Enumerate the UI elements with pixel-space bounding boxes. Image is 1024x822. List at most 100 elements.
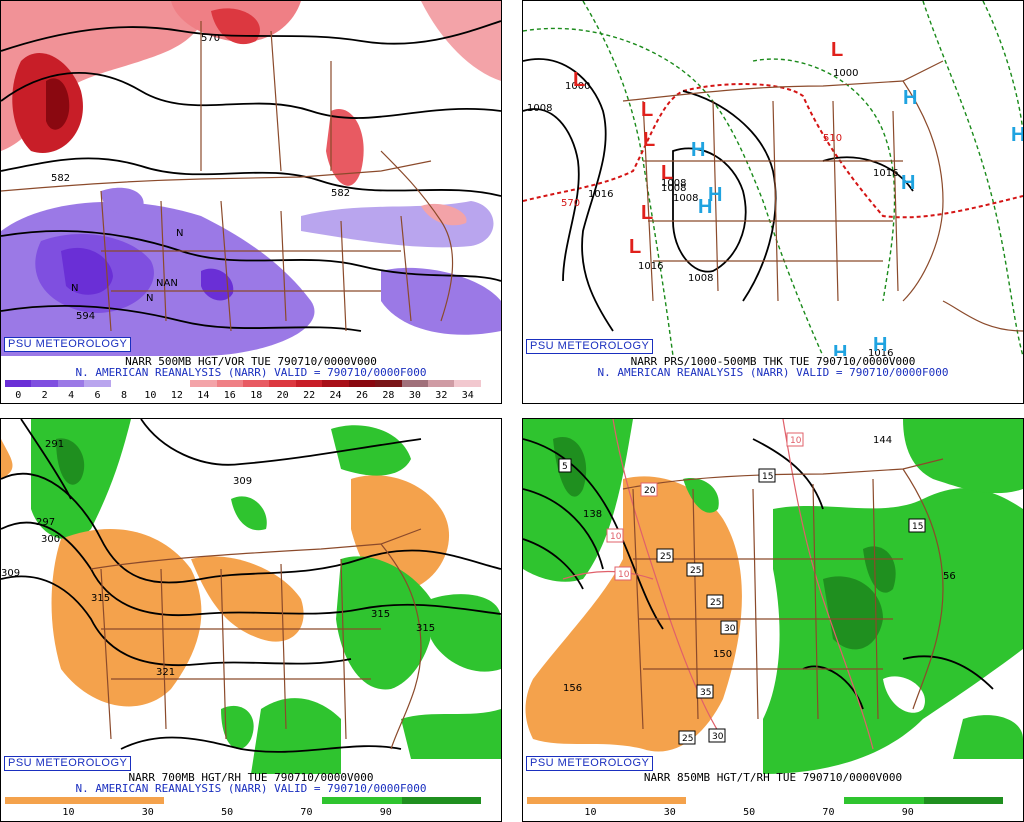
colorbar-swatch	[57, 380, 85, 387]
colorbar-swatch	[31, 380, 58, 387]
temperature-box: 35	[700, 688, 711, 698]
isobar-label: 1000	[565, 81, 590, 92]
colorbar-tick-label: 10	[62, 807, 75, 818]
map-title: NARR 850MB HGT/T/RH TUE 790710/0000V000	[643, 771, 903, 784]
isobar-label: 1008	[527, 103, 552, 114]
colorbar-swatch	[242, 380, 270, 387]
colorbar-rh	[5, 797, 481, 804]
nan-marker: N	[71, 283, 78, 294]
temperature-box: 20	[644, 486, 656, 496]
map-subtitle: N. AMERICAN REANALYSIS (NARR) VALID = 79…	[75, 366, 427, 379]
contour-label: 5	[562, 462, 568, 472]
colorbar-vorticity	[5, 380, 481, 387]
colorbar-swatch	[295, 380, 323, 387]
colorbar-tick-label: 30	[408, 390, 421, 401]
temperature-box: 25	[660, 552, 671, 562]
temperature-box: 30	[724, 624, 736, 634]
colorbar-tick-label: 90	[379, 807, 392, 818]
colorbar-swatch	[190, 380, 217, 387]
colorbar-rh	[527, 797, 1003, 804]
brand-label: PSU METEOROLOGY	[526, 756, 654, 771]
isobar-label: 1016	[588, 189, 613, 200]
contour-label: 300	[41, 534, 60, 545]
contour-label: 150	[713, 649, 732, 660]
brand-label: PSU METEOROLOGY	[4, 756, 132, 771]
contour-label: 315	[371, 609, 390, 620]
thickness-label: 570	[561, 198, 580, 209]
contour-label: 315	[91, 593, 110, 604]
map-title: NARR 500MB HGT/VOR TUE 790710/0000V000	[125, 355, 377, 368]
low-pressure-marker: L	[641, 99, 653, 121]
colorbar-tick-label: 8	[120, 390, 128, 401]
isobar-label: 1016	[868, 348, 893, 356]
contour-label: 309	[233, 476, 252, 487]
contour-label: 156	[563, 683, 582, 694]
map-700mb-rh: 291 297 300 309 309 315 321 315 315	[1, 419, 501, 774]
contour-label-582: 582	[331, 188, 350, 199]
temperature-box: 10	[790, 436, 802, 446]
nan-marker: N	[146, 293, 153, 304]
low-pressure-marker: L	[641, 202, 653, 224]
colorbar-swatch	[428, 380, 455, 387]
map-850mb-temp-rh: 144 138 156 150 56 5 15 15 20 25 25 25 3…	[523, 419, 1023, 774]
colorbar-tick-label: 50	[743, 807, 756, 818]
high-pressure-marker: H	[901, 172, 915, 194]
high-pressure-marker: H	[903, 87, 917, 109]
colorbar-tick-label: 70	[300, 807, 313, 818]
high-pressure-marker: H	[698, 196, 712, 218]
panel-700mb-hgt-rh: 291 297 300 309 309 315 321 315 315 PSU …	[0, 418, 502, 822]
isobar-label: 1008	[661, 178, 686, 189]
colorbar-labels: 10 30 50 70 90	[527, 807, 1003, 819]
contour-label: 297	[36, 517, 55, 528]
colorbar-tick-label: 50	[221, 807, 234, 818]
temperature-box: 10	[618, 570, 630, 580]
colorbar-tick-label: 32	[435, 390, 448, 401]
contour-label-570: 570	[201, 33, 220, 44]
temperature-box: 30	[712, 732, 724, 742]
colorbar-tick-label: 18	[250, 390, 263, 401]
low-pressure-marker: L	[831, 39, 843, 61]
brand-label: PSU METEOROLOGY	[4, 337, 132, 352]
map-title: NARR 700MB HGT/RH TUE 790710/0000V000	[128, 771, 374, 784]
high-pressure-marker: H	[691, 139, 705, 161]
colorbar-tick-label: 10	[144, 390, 157, 401]
colorbar-tick-label: 6	[94, 390, 101, 401]
high-pressure-marker: H	[708, 184, 722, 206]
colorbar-tick-label: 26	[355, 390, 369, 401]
temperature-box: 25	[690, 566, 701, 576]
panel-850mb-hgt-t-rh: 144 138 156 150 56 5 15 15 20 25 25 25 3…	[522, 418, 1024, 822]
colorbar-tick-label: 14	[197, 390, 210, 401]
colorbar-tick-label: 34	[461, 390, 474, 401]
colorbar-tick-label: 24	[329, 390, 342, 401]
high-pressure-marker: H	[1011, 124, 1023, 146]
contour-label: 144	[873, 435, 892, 446]
contour-label: 56	[943, 571, 956, 582]
contour-label: 138	[583, 509, 602, 520]
low-pressure-marker: L	[573, 69, 585, 91]
colorbar-tick-label: 22	[303, 390, 316, 401]
contour-label: 291	[45, 439, 64, 450]
brand-label: PSU METEOROLOGY	[526, 339, 654, 354]
colorbar-swatch	[269, 380, 296, 387]
isobar-label: 1008	[688, 273, 713, 284]
nan-marker: NAN	[156, 278, 178, 289]
colorbar-tick-label: 20	[276, 390, 289, 401]
map-pressure-thickness: 1000 1008 1008 1016 510 570 1008 1008 10…	[523, 1, 1023, 356]
colorbar-swatch	[401, 380, 428, 387]
colorbar-tick-label: 10	[584, 807, 597, 818]
colorbar-swatch	[110, 380, 138, 387]
contour-label-582: 582	[51, 173, 70, 184]
panel-prs-thickness: 1000 1008 1008 1016 510 570 1008 1008 10…	[522, 0, 1024, 404]
colorbar-tick-label: 70	[822, 807, 835, 818]
isobar-label: 1000	[833, 68, 858, 79]
colorbar-swatch	[375, 380, 402, 387]
high-pressure-marker: H	[833, 342, 847, 356]
temperature-box: 25	[682, 734, 693, 744]
colorbar-swatch	[5, 380, 32, 387]
temperature-box: 15	[912, 522, 923, 532]
temperature-box: 15	[762, 472, 773, 482]
low-pressure-marker: L	[661, 162, 673, 184]
low-pressure-marker: L	[629, 236, 641, 258]
colorbar-tick-label: 90	[901, 807, 914, 818]
colorbar-tick-label: 30	[663, 807, 676, 818]
